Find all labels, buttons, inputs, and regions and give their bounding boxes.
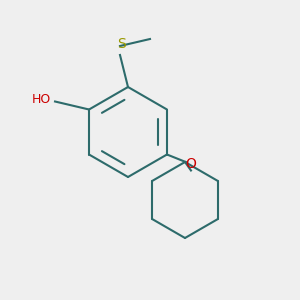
Text: HO: HO	[32, 93, 51, 106]
Text: O: O	[185, 158, 197, 172]
Text: S: S	[118, 37, 126, 51]
